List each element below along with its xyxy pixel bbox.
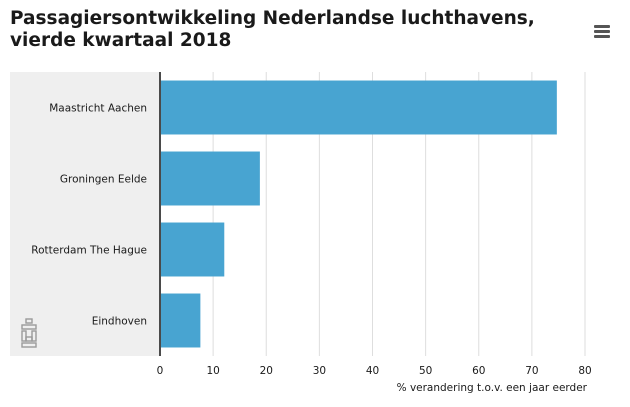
x-tick-label: 60 <box>472 365 485 377</box>
x-tick-label: 50 <box>419 365 432 377</box>
x-tick-label: 40 <box>366 365 379 377</box>
cbs-logo-icon <box>21 318 37 348</box>
x-tick-labels: 0 10 20 30 40 50 60 70 80 <box>157 365 592 377</box>
bar[interactable] <box>160 222 225 277</box>
bar[interactable] <box>160 293 201 348</box>
x-tick-label: 80 <box>578 365 591 377</box>
category-label: Eindhoven <box>92 316 147 328</box>
bars <box>160 80 557 348</box>
x-tick-label: 30 <box>313 365 326 377</box>
x-tick-label: 20 <box>260 365 273 377</box>
x-axis-title: % verandering t.o.v. een jaar eerder <box>397 382 588 394</box>
category-label: Maastricht Aachen <box>49 103 147 115</box>
category-panel <box>10 72 160 356</box>
chart-title: Passagiersontwikkeling Nederlandse lucht… <box>10 8 535 51</box>
x-tick-label: 10 <box>206 365 219 377</box>
bar[interactable] <box>160 80 557 135</box>
x-tick-label: 0 <box>157 365 164 377</box>
x-tick-label: 70 <box>525 365 538 377</box>
category-labels: Maastricht Aachen Groningen Eelde Rotterda… <box>31 103 147 328</box>
category-label: Rotterdam The Hague <box>31 245 147 257</box>
bar[interactable] <box>160 151 260 206</box>
hamburger-menu-icon[interactable] <box>594 25 612 41</box>
category-label: Groningen Eelde <box>60 174 147 186</box>
